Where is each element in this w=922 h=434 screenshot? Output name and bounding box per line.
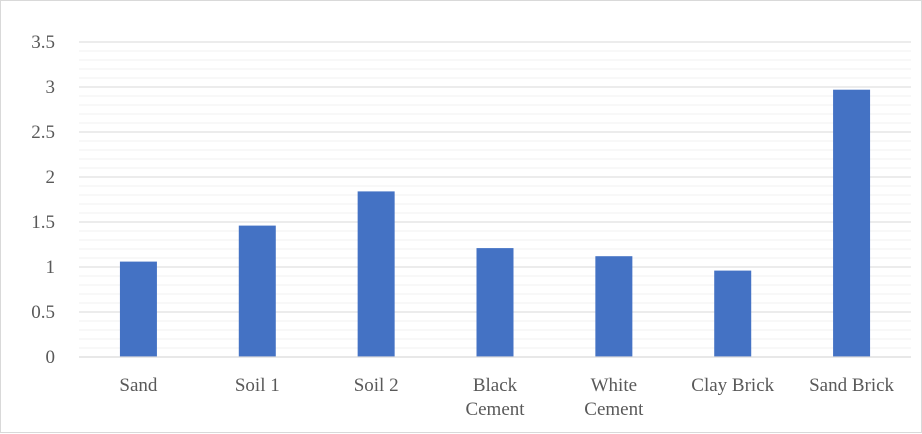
x-tick-label-line: Clay Brick: [691, 375, 774, 396]
bar: [595, 256, 633, 357]
x-tick-label: Sand: [119, 375, 158, 396]
bar: [238, 225, 276, 357]
y-tick-label: 1: [46, 257, 56, 278]
x-tick-label-line: Black: [473, 375, 518, 396]
bar: [476, 248, 514, 357]
y-tick-label: 3.5: [31, 32, 55, 53]
x-tick-label: Soil 1: [235, 375, 280, 396]
x-tick-label-line: Cement: [465, 399, 525, 420]
bar: [833, 89, 871, 357]
y-tick-label: 3: [46, 77, 56, 98]
gridlines: [79, 41, 911, 349]
bar: [714, 270, 752, 357]
x-category-labels: Sand Soil 1 Soil 2 Black Cement White Cement Cl…: [119, 375, 894, 420]
bars: [119, 89, 871, 357]
x-tick-label-line: Soil 1: [235, 375, 280, 396]
y-tick-label: 2.5: [31, 122, 55, 143]
x-tick-label-line: Soil 2: [354, 375, 399, 396]
x-tick-label: Black Cement: [465, 375, 525, 420]
bar: [119, 261, 157, 357]
x-tick-label: Sand Brick: [809, 375, 894, 396]
x-tick-label-line: Sand: [119, 375, 158, 396]
x-tick-label: White Cement: [584, 375, 644, 420]
y-tick-label: 2: [46, 167, 56, 188]
y-tick-label: 1.5: [31, 212, 55, 233]
x-tick-label: Soil 2: [354, 375, 399, 396]
y-tick-label: 0: [46, 347, 56, 368]
x-tick-label: Clay Brick: [691, 375, 774, 396]
x-tick-label-line: Sand Brick: [809, 375, 894, 396]
y-tick-labels: 0 0.5 1 1.5 2 2.5 3 3.5: [31, 32, 55, 368]
bar: [357, 191, 395, 357]
x-tick-label-line: Cement: [584, 399, 644, 420]
y-tick-label: 0.5: [31, 302, 55, 323]
x-tick-label-line: White: [591, 375, 637, 396]
